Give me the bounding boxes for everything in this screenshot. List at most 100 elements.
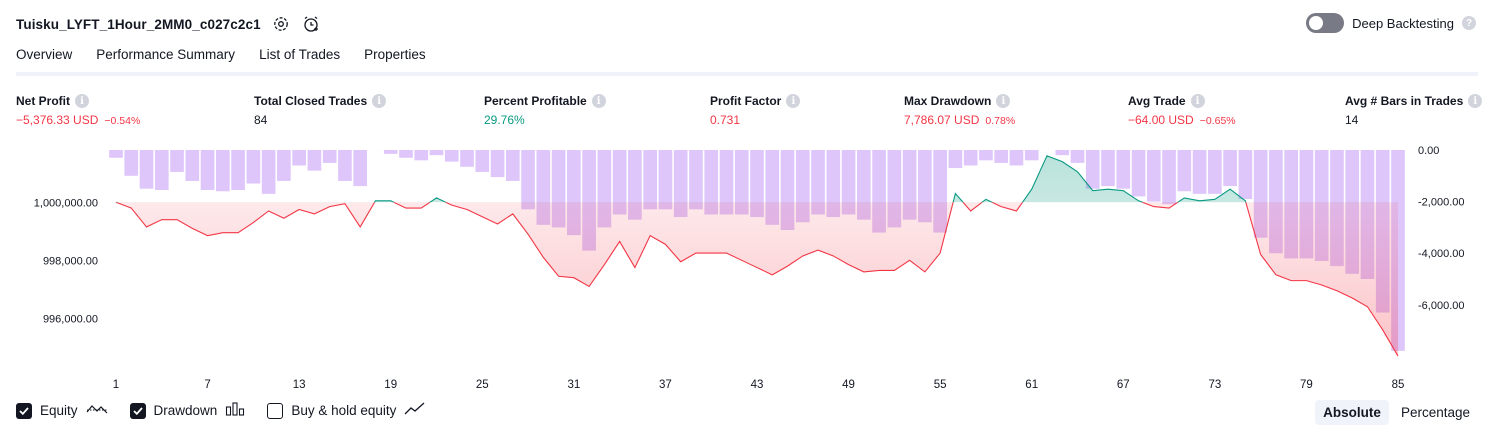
info-icon[interactable]: i xyxy=(996,94,1011,108)
strategy-header: Tuisku_LYFT_1Hour_2MM0_c027c2c1 xyxy=(16,12,321,36)
legend-label: Buy & hold equity xyxy=(291,403,397,418)
drawdown-bar xyxy=(1055,150,1070,156)
stat-max-drawdown: Max Drawdown i 7,786.07 USD 0.78% xyxy=(904,92,1015,129)
checkbox-checked[interactable] xyxy=(129,402,146,419)
deep-backtesting-toggle[interactable] xyxy=(1306,13,1345,33)
value-mode-switch: Absolute Percentage xyxy=(1315,400,1478,425)
drawdown-bar xyxy=(612,150,627,215)
drawdown-bar xyxy=(307,150,322,171)
drawdown-bar xyxy=(429,150,444,156)
legend-buy-hold[interactable]: Buy & hold equity xyxy=(267,402,426,419)
stat-label: Avg # Bars in Trades xyxy=(1345,94,1464,108)
drawdown-bar xyxy=(673,150,688,218)
info-icon[interactable]: i xyxy=(1468,94,1483,108)
left-axis: 1,000,000.00 998,000.00 996,000.00 xyxy=(34,197,98,325)
legend-drawdown[interactable]: Drawdown xyxy=(129,402,246,419)
drawdown-bar xyxy=(1101,150,1115,187)
info-icon[interactable]: i xyxy=(372,94,387,108)
stat-label: Net Profit xyxy=(16,94,70,108)
right-axis-tick: -6,000.00 xyxy=(1418,300,1464,312)
drawdown-bar xyxy=(994,150,1009,163)
stat-total-closed-trades: Total Closed Trades i 84 xyxy=(254,92,387,129)
drawdown-bar xyxy=(1192,150,1207,194)
stat-label: Avg Trade xyxy=(1128,94,1186,108)
drawdown-bar xyxy=(154,150,169,190)
gear-icon[interactable] xyxy=(271,14,291,34)
x-axis-tick: 7 xyxy=(204,379,210,391)
right-axis-tick: 0.00 xyxy=(1418,145,1439,157)
left-axis-tick: 996,000.00 xyxy=(43,313,98,325)
help-icon[interactable]: ? xyxy=(1462,16,1476,30)
x-axis-tick: 55 xyxy=(934,379,947,391)
stat-value: 14 xyxy=(1345,113,1359,127)
x-axis-tick: 25 xyxy=(476,379,489,391)
checkbox-unchecked[interactable] xyxy=(267,402,284,419)
percentage-button[interactable]: Percentage xyxy=(1400,405,1470,420)
stat-percent: −0.54% xyxy=(104,115,141,127)
drawdown-bar xyxy=(963,150,978,166)
chart-legend: Equity Drawdown Buy & hold equity xyxy=(16,402,426,419)
drawdown-bar xyxy=(979,150,993,161)
stat-label: Profit Factor xyxy=(710,94,782,108)
legend-equity[interactable]: Equity xyxy=(16,402,108,419)
right-axis-tick: -2,000.00 xyxy=(1418,197,1464,209)
drawdown-bar xyxy=(109,150,123,158)
tab-properties[interactable]: Properties xyxy=(364,47,426,62)
drawdown-bar xyxy=(521,150,535,210)
drawdown-bar xyxy=(231,150,245,190)
drawdown-bar xyxy=(246,150,261,184)
drawdown-bar xyxy=(139,150,154,189)
drawdown-bar xyxy=(1208,150,1222,194)
stat-value: −64.00 USD xyxy=(1128,113,1194,127)
stat-value: 84 xyxy=(254,113,268,127)
stat-percent: −0.65% xyxy=(1199,115,1236,127)
deep-backtesting: Deep Backtesting ? xyxy=(1306,13,1476,33)
drawdown-bar xyxy=(811,150,825,215)
x-axis-tick: 79 xyxy=(1300,379,1313,391)
info-icon[interactable]: i xyxy=(591,94,606,108)
stat-avg-trade: Avg Trade i −64.00 USD −0.65% xyxy=(1128,92,1236,129)
info-icon[interactable]: i xyxy=(75,94,89,108)
x-axis-tick: 31 xyxy=(567,379,580,391)
drawdown-bar xyxy=(1131,150,1146,197)
drawdown-bar xyxy=(261,150,276,194)
tab-list-of-trades[interactable]: List of Trades xyxy=(259,47,341,62)
x-axis-tick: 67 xyxy=(1117,379,1130,391)
drawdown-bar xyxy=(643,150,657,210)
stat-value: 29.76% xyxy=(484,113,525,127)
info-icon[interactable]: i xyxy=(1190,94,1205,108)
drawdown-bar xyxy=(338,150,352,181)
stat-net-profit: Net Profit i −5,376.33 USD −0.54% xyxy=(16,92,140,129)
drawdown-bar xyxy=(505,150,520,181)
drawdown-bar xyxy=(292,150,306,166)
left-axis-tick: 1,000,000.00 xyxy=(34,197,98,209)
strategy-title: Tuisku_LYFT_1Hour_2MM0_c027c2c1 xyxy=(16,16,261,32)
legend-label: Drawdown xyxy=(153,403,218,418)
drawdown-bar xyxy=(414,150,429,161)
stat-label: Total Closed Trades xyxy=(254,94,368,108)
profit-area xyxy=(116,155,1398,203)
info-icon[interactable]: i xyxy=(786,94,801,108)
drawdown-bar xyxy=(1162,150,1176,205)
stat-value: 7,786.07 USD xyxy=(904,113,980,127)
drawdown-bar xyxy=(216,150,230,192)
x-axis-tick: 19 xyxy=(384,379,397,391)
tab-performance-summary[interactable]: Performance Summary xyxy=(96,47,236,62)
absolute-button[interactable]: Absolute xyxy=(1315,400,1389,425)
x-axis-tick: 49 xyxy=(842,379,855,391)
drawdown-bar xyxy=(200,150,215,190)
equity-line-loss xyxy=(115,202,1399,357)
drawdown-bar xyxy=(1085,150,1100,189)
drawdown-bar xyxy=(1116,150,1131,189)
alarm-clock-plus-icon[interactable] xyxy=(301,14,321,34)
drawdown-bar xyxy=(658,150,673,210)
drawdown-bar xyxy=(841,150,856,215)
tab-overview[interactable]: Overview xyxy=(16,47,73,75)
equity-drawdown-chart[interactable]: 1,000,000.00 998,000.00 996,000.00 0.00 -2,… xyxy=(0,140,1494,395)
drawdown-bar xyxy=(719,150,734,215)
drawdown-bar xyxy=(124,150,139,176)
stat-avg-bars-in-trades: Avg # Bars in Trades i 14 xyxy=(1345,92,1483,129)
equity-lines xyxy=(115,155,1399,357)
drawdown-bar xyxy=(399,150,413,158)
checkbox-checked[interactable] xyxy=(16,402,32,419)
